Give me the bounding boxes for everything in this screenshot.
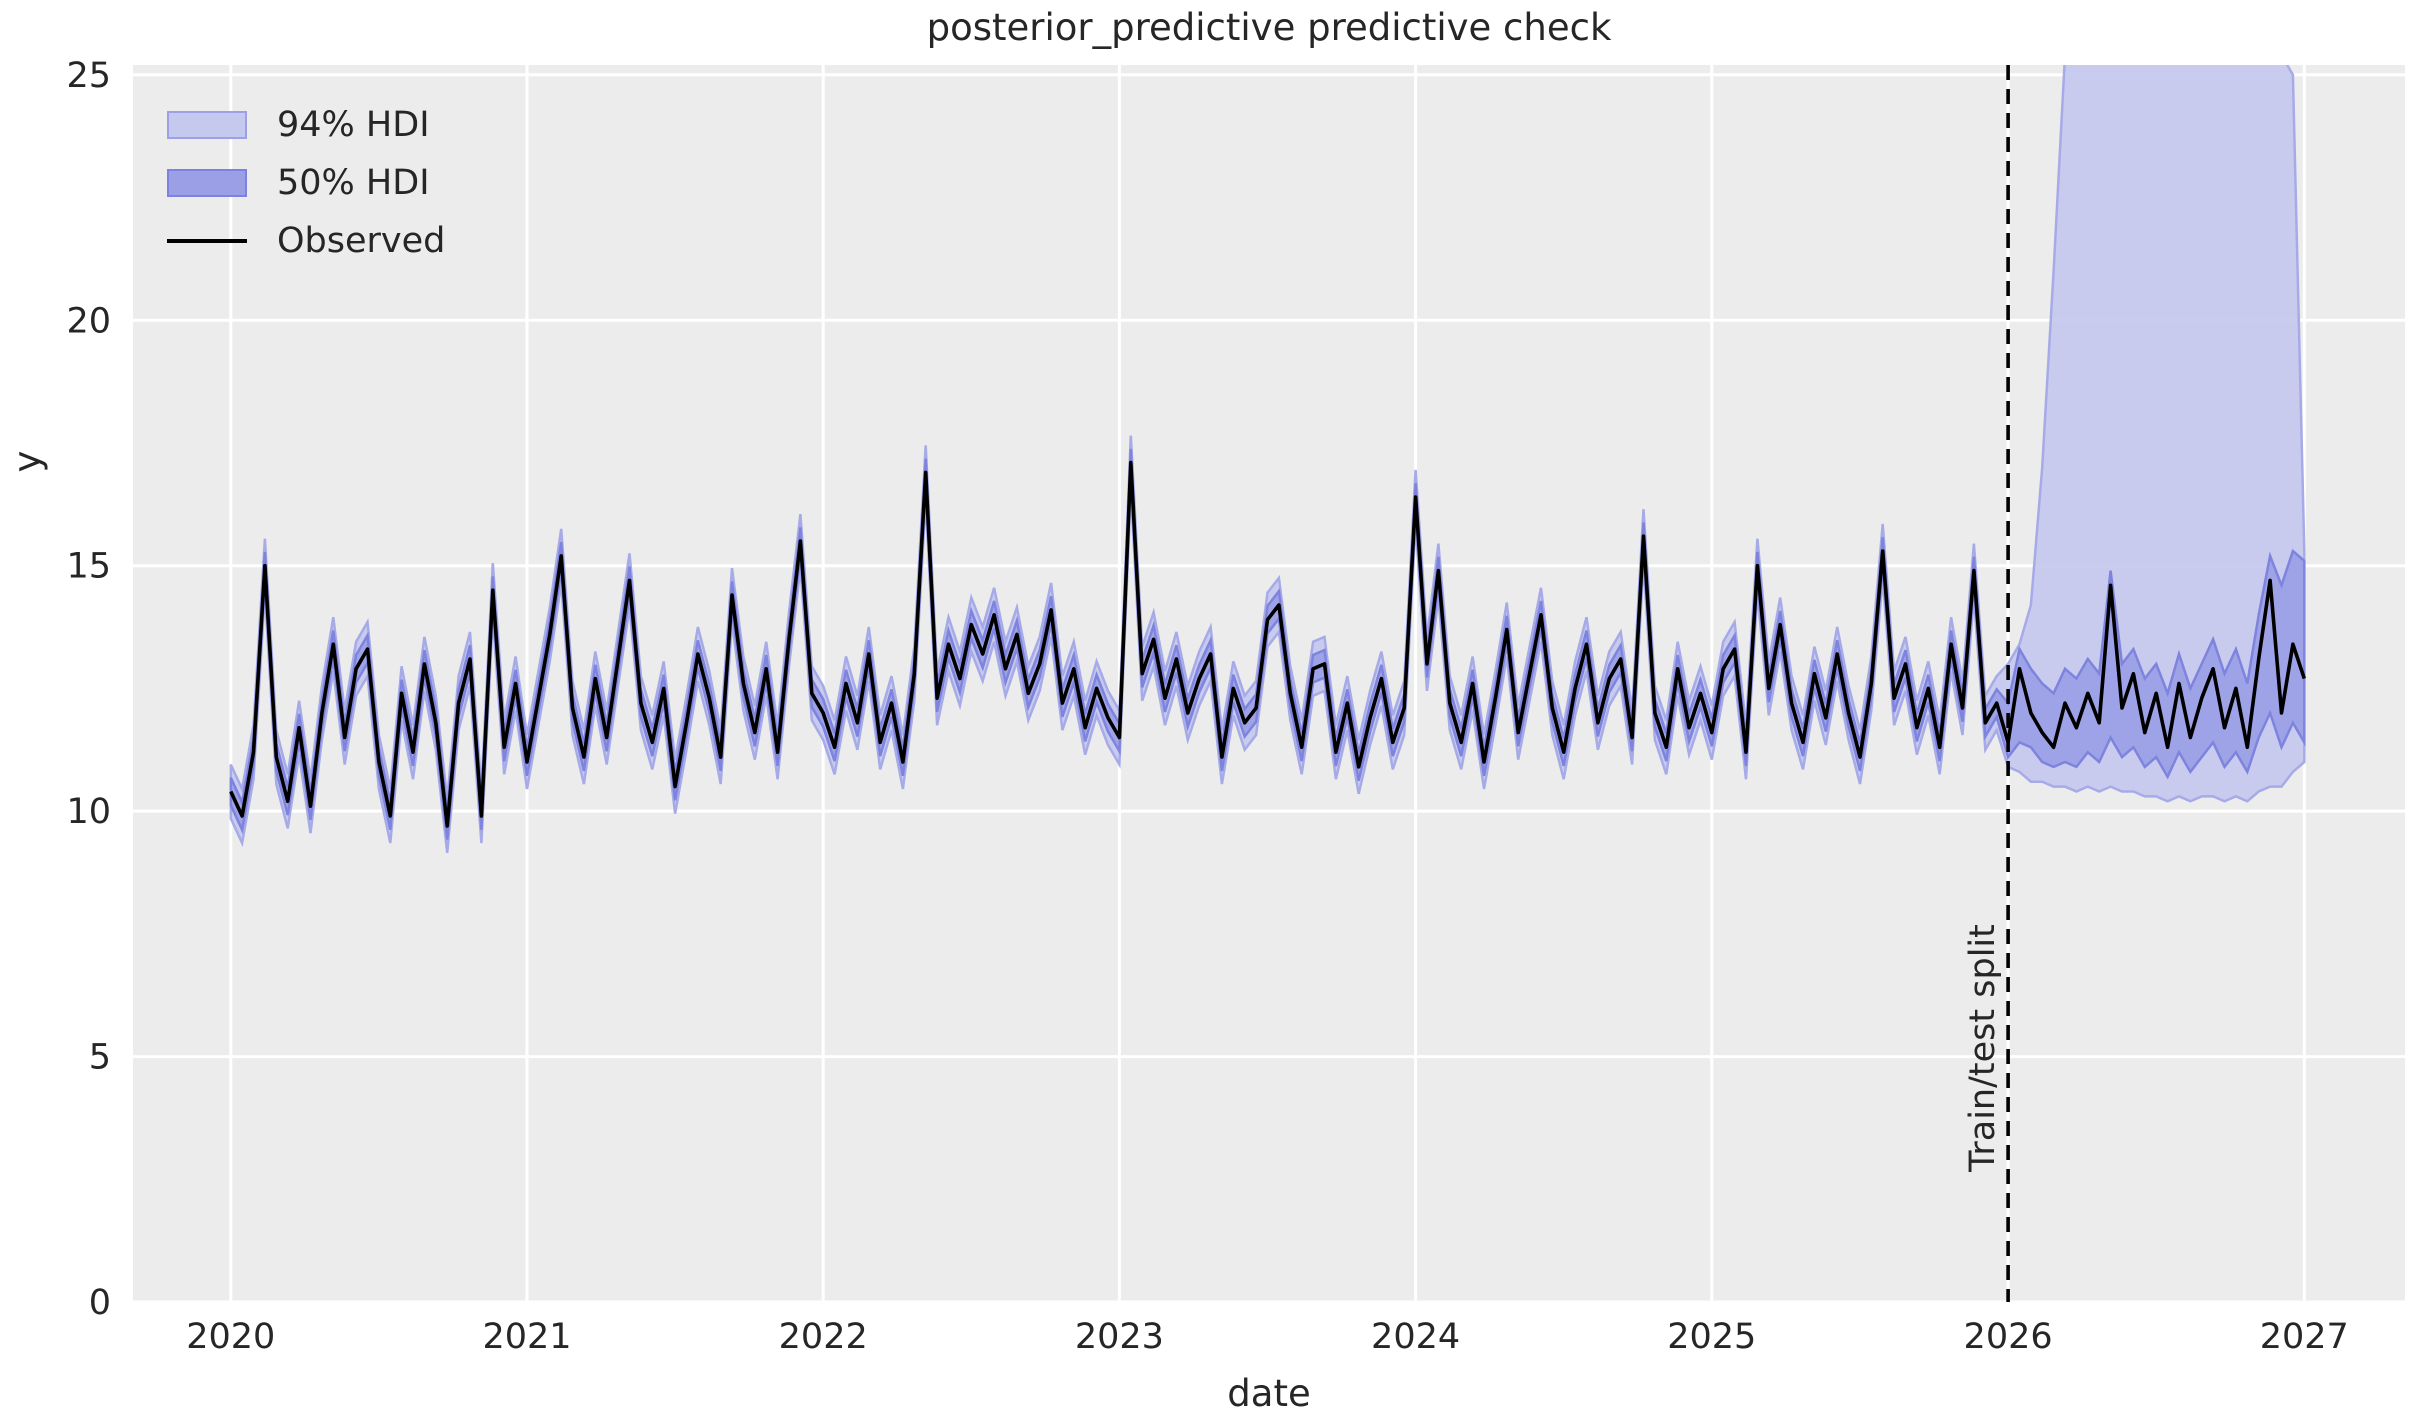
- observed-line: [229, 460, 2307, 828]
- legend-entry-observed: Observed: [167, 212, 445, 270]
- x-tick-label: 2023: [1075, 1317, 1164, 1357]
- x-tick-label: 2020: [186, 1317, 275, 1357]
- hdi50-swatch-icon: [167, 169, 247, 197]
- chart-title: posterior_predictive predictive check: [926, 6, 1612, 49]
- x-tick-label: 2026: [1964, 1317, 2053, 1357]
- hdi94-swatch-icon: [167, 111, 247, 139]
- x-tick-label: 2024: [1371, 1317, 1460, 1357]
- x-tick-label: 2027: [2260, 1317, 2349, 1357]
- train-test-split-label: Train/test split: [1963, 924, 2003, 1172]
- x-tick-label: 2022: [779, 1317, 868, 1357]
- y-tick-label: 20: [66, 301, 111, 341]
- y-tick-label: 5: [89, 1038, 111, 1078]
- y-tick-label: 0: [89, 1283, 111, 1323]
- y-tick-label: 25: [66, 56, 111, 96]
- y-tick-label: 10: [66, 792, 111, 832]
- legend-entry-hdi50: 50% HDI: [167, 154, 445, 212]
- y-axis-label: y: [5, 450, 49, 473]
- legend-label-observed: Observed: [277, 221, 446, 261]
- x-axis-label: date: [1227, 1372, 1311, 1415]
- legend-label-hdi94: 94% HDI: [277, 105, 430, 145]
- x-tick-label: 2025: [1667, 1317, 1756, 1357]
- y-tick-label: 15: [66, 547, 111, 587]
- observed-line-swatch-icon: [167, 227, 247, 255]
- legend: 94% HDI 50% HDI Observed: [167, 96, 445, 270]
- legend-entry-hdi94: 94% HDI: [167, 96, 445, 154]
- legend-label-hdi50: 50% HDI: [277, 163, 430, 203]
- x-tick-label: 2021: [482, 1317, 571, 1357]
